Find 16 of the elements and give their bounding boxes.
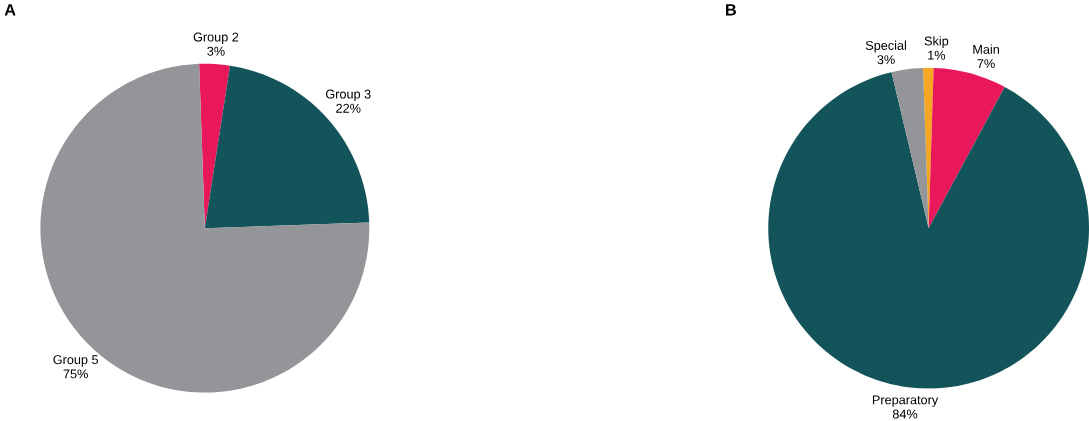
data-label: 84% xyxy=(892,409,918,419)
data-label: 3% xyxy=(207,46,225,56)
data-label: 75% xyxy=(63,369,88,379)
slice-label: Group 2 xyxy=(193,32,239,45)
data-label: 1% xyxy=(928,50,946,60)
slice-label: Preparatory xyxy=(872,395,939,408)
data-label: 22% xyxy=(336,103,361,113)
slice-label: Special xyxy=(865,40,907,53)
chart-title: B xyxy=(726,4,736,16)
slice-label: Group 3 xyxy=(325,89,371,102)
data-label: 7% xyxy=(977,59,995,69)
slice-label: Skip xyxy=(924,36,949,49)
slice-label: Main xyxy=(973,44,999,55)
chart-title: A xyxy=(4,4,16,16)
slice-label: Group 5 xyxy=(53,355,99,367)
data-label: 3% xyxy=(877,55,895,65)
